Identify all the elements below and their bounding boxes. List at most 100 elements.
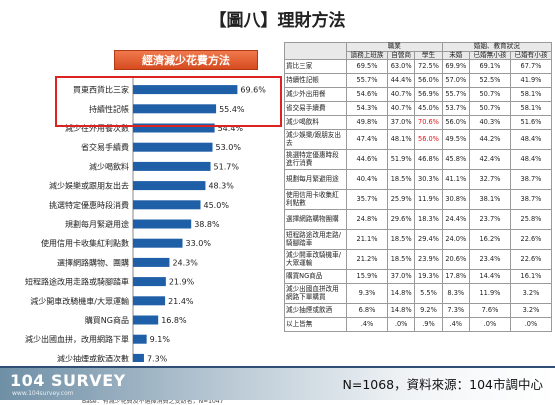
- row-label: 挑選特定優惠時段進行消費: [284, 149, 347, 171]
- bar: [133, 200, 201, 210]
- table-cell: 50.7%: [468, 87, 511, 103]
- bar: [133, 277, 166, 287]
- table-cell: 18.3%: [414, 209, 443, 231]
- value-label: 21.4%: [168, 297, 194, 306]
- table-cell: 58.1%: [509, 87, 553, 103]
- table-cell: 44.4%: [387, 73, 416, 89]
- category-label: 購買NG商品: [85, 315, 129, 325]
- bar-chart: 買東西貨比三家 69.6% 持續性記帳 55.4% 減少在外用餐次數 54.4% 省交易手續…: [6, 44, 289, 405]
- table-cell: 56.0%: [441, 115, 470, 131]
- group-header-occupation: 職業: [346, 42, 443, 52]
- column-header: 讀務上班族: [345, 50, 389, 61]
- bar-chart-svg: 買東西貨比三家 69.6% 持續性記帳 55.4% 減少在外用餐次數 54.4% 省交易手續…: [25, 76, 266, 362]
- table-cell: 19.3%: [414, 269, 443, 285]
- table-cell: 69.5%: [345, 59, 389, 75]
- table-cell: 51.6%: [509, 115, 553, 131]
- table-cell: 57.0%: [441, 73, 470, 89]
- table-cell: 25.8%: [509, 209, 553, 231]
- column-header-row: 讀務上班族 自營商 學生 未婚 已婚無小孩 已婚有小孩: [285, 50, 553, 61]
- table-row: 購買NG商品 15.9% 37.0% 19.3% 17.8% 14.4% 16.1%: [284, 269, 553, 285]
- crosstab-table: 職業 婚姻、教育狀況 讀務上班族 自營商 學生 未婚 已婚無小孩 已婚有小孩 貨比三家 69…: [284, 41, 553, 333]
- value-label: 21.9%: [169, 278, 195, 287]
- table-cell: 9.3%: [345, 283, 389, 305]
- table-cell: 23.4%: [468, 249, 511, 271]
- table-cell: 49.5%: [441, 129, 470, 151]
- table-cell: 6.8%: [345, 303, 389, 319]
- table-cell: 41.9%: [509, 73, 553, 89]
- bar: [133, 296, 166, 306]
- row-label: 減少喝飲料: [284, 115, 347, 131]
- table-cell: 29.4%: [414, 229, 443, 251]
- logo-subtitle: www.104survey.com: [12, 390, 74, 397]
- table-cell: 70.6%: [414, 115, 443, 131]
- table-cell: 56.9%: [414, 87, 443, 103]
- table-cell: 40.7%: [387, 87, 416, 103]
- table-cell: 38.7%: [509, 189, 553, 211]
- table-cell: .9%: [414, 317, 443, 333]
- row-label: 減少抽煙或飲酒: [284, 303, 347, 319]
- category-label: 規劃每月緊避用途: [65, 219, 129, 229]
- table-cell: 17.8%: [441, 269, 470, 285]
- slide-title: 【圖八】理財方法: [209, 11, 346, 31]
- table-cell: 22.6%: [509, 249, 553, 271]
- table-cell: 40.3%: [468, 115, 511, 131]
- bar: [133, 353, 144, 362]
- table-cell: 67.7%: [509, 59, 553, 75]
- table-body: 貨比三家 69.5% 63.0% 72.5% 69.9% 69.1% 67.7% 持續性記帳 5…: [284, 59, 553, 333]
- table-cell: 23.7%: [468, 209, 511, 231]
- category-label: 選擇網路購物、團購: [57, 257, 129, 267]
- table-cell: 72.5%: [414, 59, 443, 75]
- row-label: 規劃每月緊避用途: [284, 169, 347, 191]
- value-label: 38.8%: [194, 220, 220, 229]
- bar: [133, 257, 170, 267]
- table-row: 使用信用卡收集紅利點數 35.7% 25.9% 11.9% 30.8% 38.1% 38.7…: [284, 189, 553, 211]
- table-cell: 38.7%: [509, 169, 553, 191]
- category-label: 減少娛樂或跟朋友出去: [49, 181, 129, 191]
- group-header-marital: 婚姻、教育狀況: [441, 42, 553, 52]
- table-cell: 3.2%: [509, 303, 553, 319]
- table-cell: 21.1%: [345, 229, 389, 251]
- value-label: 69.6%: [240, 86, 266, 95]
- table-row: 減少娛樂/跟朋友出去 47.4% 48.1% 56.0% 49.5% 44.2% 48.4%: [284, 129, 553, 151]
- table-row: 減少外出用餐 54.6% 40.7% 56.9% 55.7% 50.7% 58.1%: [284, 87, 553, 103]
- table-cell: 63.0%: [387, 59, 416, 75]
- table-row: 短程路途改用走路/騎腳踏車 21.1% 18.5% 29.4% 24.0% 16.2% 22…: [284, 229, 553, 251]
- table-cell: 35.7%: [345, 189, 389, 211]
- column-header: 學生: [414, 50, 443, 61]
- table-cell: 40.7%: [387, 101, 416, 117]
- table-cell: .0%: [387, 317, 416, 333]
- row-label: 省交易手續費: [284, 101, 347, 117]
- table-cell: 16.2%: [468, 229, 511, 251]
- row-label: 選擇網路購物團購: [284, 209, 347, 231]
- table-cell: 15.9%: [345, 269, 389, 285]
- table-cell: 56.0%: [414, 73, 443, 89]
- bar: [133, 315, 159, 325]
- table-cell: 18.5%: [387, 229, 416, 251]
- table-cell: 7.3%: [441, 303, 470, 319]
- value-label: 16.8%: [161, 316, 187, 325]
- column-header: 已婚有小孩: [509, 50, 553, 61]
- category-label: 減少喝飲料: [89, 161, 129, 171]
- category-label: 省交易手續費: [81, 142, 129, 152]
- value-label: 9.1%: [150, 335, 171, 344]
- table-cell: 54.3%: [345, 101, 389, 117]
- category-label: 減少抽煙或飲酒次數: [57, 353, 129, 362]
- table-cell: 45.8%: [441, 149, 470, 171]
- table-row: 減少出國血拼改用網路下單購買 9.3% 14.8% 5.5% 8.3% 11.9% 3.2%: [284, 283, 553, 305]
- bar: [133, 238, 183, 248]
- table-cell: 16.1%: [509, 269, 553, 285]
- table-cell: 55.7%: [345, 73, 389, 89]
- table-cell: 18.5%: [387, 249, 416, 271]
- row-label: 持續性記帳: [284, 73, 347, 89]
- table-cell: 23.9%: [414, 249, 443, 271]
- table-cell: .0%: [509, 317, 553, 333]
- table-corner: [284, 41, 347, 61]
- table-cell: 44.6%: [345, 149, 389, 171]
- footer-rule: [0, 366, 555, 368]
- column-header: 已婚無小孩: [468, 50, 511, 61]
- row-label: 使用信用卡收集紅利點數: [284, 189, 347, 211]
- table-row: 省交易手續費 54.3% 40.7% 45.0% 53.7% 50.7% 58.1%: [284, 101, 553, 117]
- table-row: 規劃每月緊避用途 40.4% 18.5% 30.3% 41.1% 32.7% 38.7%: [284, 169, 553, 191]
- table-cell: 45.0%: [414, 101, 443, 117]
- source-note: N=1068，資料來源：104市調中心: [342, 377, 544, 392]
